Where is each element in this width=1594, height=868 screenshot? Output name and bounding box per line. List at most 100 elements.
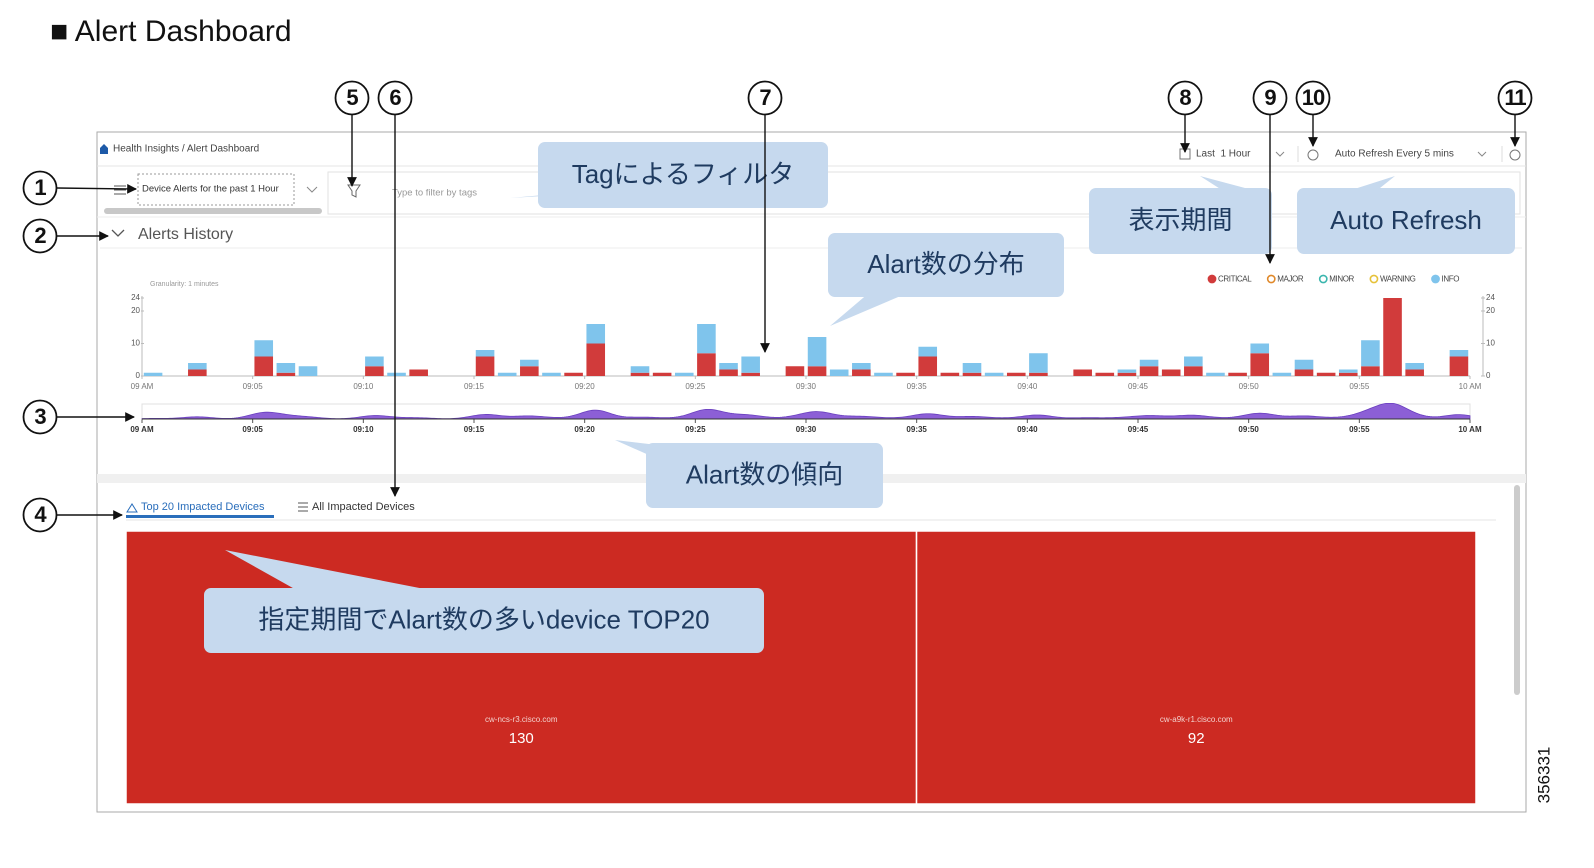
bar bbox=[254, 340, 274, 357]
bar bbox=[276, 363, 296, 373]
bar bbox=[276, 372, 296, 376]
callout-pointer bbox=[225, 550, 440, 592]
marker-number: 7 bbox=[759, 85, 771, 110]
trend-tick-label: 09:15 bbox=[464, 425, 485, 434]
bar bbox=[365, 366, 384, 376]
device-name: cw-ncs-r3.cisco.com bbox=[485, 715, 558, 724]
bar bbox=[1294, 359, 1314, 370]
bar bbox=[1161, 369, 1181, 376]
bar bbox=[1361, 366, 1380, 376]
callout-text: Alart数の分布 bbox=[867, 249, 1024, 279]
marker-circle bbox=[334, 80, 370, 116]
callout-text: 表示期間 bbox=[1128, 205, 1232, 235]
trend-tick-label: 09:40 bbox=[1017, 425, 1038, 434]
x-tick-label: 09:50 bbox=[1239, 382, 1260, 391]
y-tick-label-right: 24 bbox=[1486, 293, 1495, 302]
bar bbox=[918, 356, 938, 376]
legend-label: MAJOR bbox=[1277, 275, 1304, 284]
bar bbox=[984, 372, 1004, 376]
legend-label: CRITICAL bbox=[1218, 275, 1252, 284]
bar bbox=[1338, 372, 1358, 376]
x-tick-label: 09:55 bbox=[1349, 382, 1370, 391]
bar bbox=[697, 324, 716, 354]
callout-text: Tagによるフィルタ bbox=[572, 159, 795, 189]
trend-tick-label: 09:20 bbox=[574, 425, 595, 434]
marker-number: 6 bbox=[389, 85, 401, 110]
bar bbox=[1294, 369, 1314, 376]
tab-underline bbox=[126, 515, 274, 518]
auto-refresh[interactable]: Auto Refresh Every 5 mins bbox=[1335, 149, 1454, 160]
bar bbox=[697, 353, 716, 376]
marker-arrow bbox=[56, 183, 137, 194]
treemap-cell[interactable] bbox=[915, 530, 1477, 805]
bar bbox=[254, 356, 274, 376]
x-tick-label: 09:20 bbox=[575, 382, 596, 391]
marker-circle bbox=[747, 80, 783, 116]
chevron[interactable] bbox=[1477, 151, 1487, 157]
dropdown[interactable] bbox=[137, 173, 295, 206]
trend-area bbox=[141, 403, 1471, 420]
bar bbox=[630, 366, 650, 373]
home-icon[interactable] bbox=[100, 144, 108, 154]
bar bbox=[188, 363, 207, 370]
bar bbox=[874, 372, 893, 376]
bar bbox=[1029, 372, 1048, 376]
bar bbox=[918, 346, 938, 357]
tab[interactable]: All Impacted Devices bbox=[312, 501, 415, 513]
marker-circle bbox=[1295, 80, 1331, 116]
x-tick-label: 09:15 bbox=[464, 382, 485, 391]
marker-circle bbox=[22, 497, 58, 533]
callout bbox=[1089, 188, 1272, 254]
bar bbox=[1095, 372, 1115, 376]
bar bbox=[807, 366, 827, 376]
bar bbox=[143, 372, 163, 376]
scrollbar[interactable] bbox=[104, 208, 322, 214]
bar bbox=[652, 372, 672, 376]
x-tick-label: 09:25 bbox=[685, 382, 706, 391]
tag-filter-placeholder[interactable]: Type to filter by tags bbox=[392, 188, 477, 199]
marker-number: 10 bbox=[1302, 85, 1325, 110]
treemap-cell[interactable] bbox=[125, 530, 918, 805]
marker-circle bbox=[377, 80, 413, 116]
bar bbox=[475, 356, 495, 376]
y-tick-label-right: 20 bbox=[1486, 306, 1495, 315]
bar bbox=[1206, 372, 1225, 376]
bar bbox=[1449, 350, 1469, 357]
marker-number: 9 bbox=[1264, 85, 1276, 110]
bar bbox=[1405, 369, 1424, 376]
bar bbox=[962, 363, 982, 373]
bar bbox=[962, 372, 982, 376]
marker-circle bbox=[1167, 80, 1203, 116]
bar bbox=[586, 343, 606, 376]
trend-tick-label: 09:50 bbox=[1238, 425, 1259, 434]
y-tick-label: 20 bbox=[131, 306, 140, 315]
bar bbox=[785, 366, 805, 376]
callout-text: Alart数の傾向 bbox=[686, 459, 843, 489]
scrollbar[interactable] bbox=[1514, 485, 1520, 695]
bar bbox=[741, 356, 760, 373]
legend-marker bbox=[1431, 274, 1440, 284]
bar bbox=[520, 366, 539, 376]
dropdown-label[interactable]: Device Alerts for the past 1 Hour bbox=[142, 184, 279, 195]
chevron[interactable] bbox=[306, 186, 318, 193]
funnel-icon bbox=[347, 184, 361, 198]
bar bbox=[1405, 363, 1424, 370]
callout bbox=[538, 142, 828, 208]
bar bbox=[365, 356, 384, 367]
refresh-icon[interactable] bbox=[1509, 149, 1521, 161]
marker-number: 1 bbox=[34, 175, 46, 200]
chevron[interactable] bbox=[1275, 151, 1285, 157]
legend-marker bbox=[1369, 274, 1379, 284]
time-range[interactable]: Last 1 Hour bbox=[1196, 149, 1251, 160]
marker-circle bbox=[22, 170, 58, 206]
marker-circle bbox=[22, 399, 58, 435]
device-count: 92 bbox=[1188, 730, 1205, 747]
bar bbox=[807, 337, 827, 367]
tab-active[interactable]: Top 20 Impacted Devices bbox=[141, 501, 265, 513]
y-tick-label: 10 bbox=[131, 339, 140, 348]
legend-marker bbox=[1207, 274, 1217, 284]
y-tick-label-right: 0 bbox=[1486, 371, 1491, 380]
breadcrumb[interactable]: Health Insights / Alert Dashboard bbox=[113, 144, 259, 155]
collapse-chevron[interactable] bbox=[111, 229, 125, 237]
